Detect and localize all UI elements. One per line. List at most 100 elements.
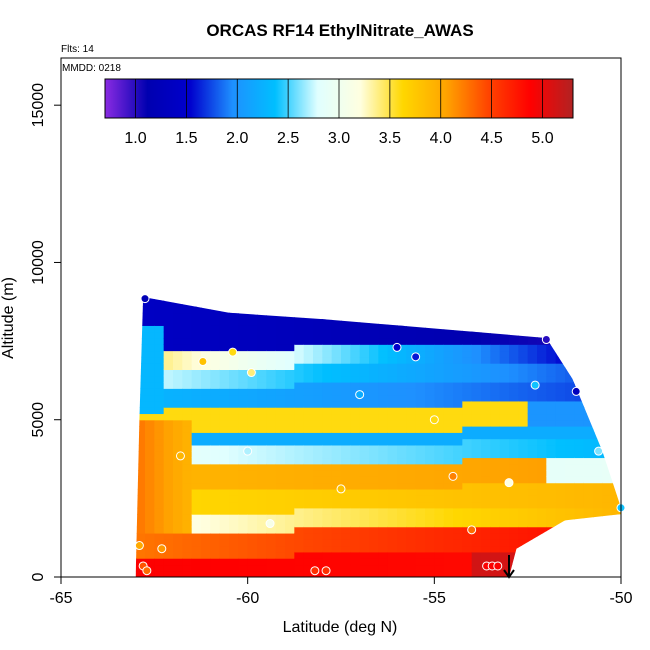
heatmap-cell <box>275 337 286 345</box>
heatmap-cell <box>490 300 501 308</box>
heatmap-cell <box>331 319 342 326</box>
heatmap-cell <box>453 482 463 490</box>
heatmap-cell <box>472 288 482 295</box>
heatmap-cell <box>453 363 463 370</box>
heatmap-cell <box>499 463 510 471</box>
heatmap-cell <box>490 288 500 295</box>
heatmap-cell <box>145 444 155 452</box>
heatmap-cell <box>154 350 165 358</box>
heatmap-cell <box>191 375 202 383</box>
heatmap-cell <box>481 438 491 446</box>
heatmap-cell <box>303 413 314 421</box>
heatmap-cell <box>499 426 510 433</box>
heatmap-cell <box>341 325 351 333</box>
heatmap-cell <box>471 375 482 383</box>
heatmap-cell <box>238 451 249 459</box>
heatmap-cell <box>322 381 333 389</box>
heatmap-cell <box>135 388 146 396</box>
heatmap-cell <box>322 432 333 440</box>
heatmap-cell <box>481 463 491 471</box>
heatmap-cell <box>303 388 314 396</box>
heatmap-cell <box>555 394 566 402</box>
heatmap-cell <box>238 432 249 440</box>
heatmap-cell <box>611 369 621 377</box>
heatmap-cell <box>350 551 361 559</box>
heatmap-cell <box>518 394 529 402</box>
observation-point <box>541 335 551 345</box>
heatmap-cell <box>574 419 585 427</box>
heatmap-cell <box>145 407 155 415</box>
heatmap-cell <box>135 570 146 577</box>
heatmap-cell <box>247 501 258 509</box>
heatmap-cell <box>201 476 211 484</box>
heatmap-cell <box>219 551 230 559</box>
heatmap-cell <box>415 482 426 490</box>
heatmap-cell <box>387 457 398 465</box>
heatmap-cell <box>182 419 193 427</box>
heatmap-cell <box>369 532 379 540</box>
heatmap-cell <box>303 558 314 566</box>
heatmap-cell <box>499 344 510 352</box>
heatmap-cell <box>406 356 417 364</box>
heatmap-cell <box>201 432 211 440</box>
heatmap-cell <box>425 407 435 415</box>
heatmap-cell <box>210 514 221 521</box>
heatmap-cell <box>369 482 379 490</box>
heatmap-cell <box>201 570 211 577</box>
heatmap-cell <box>481 419 491 427</box>
heatmap-cell <box>294 545 305 553</box>
heatmap-cell <box>565 526 575 534</box>
heatmap-cell <box>481 400 491 408</box>
heatmap-cell <box>453 394 463 402</box>
heatmap-cell <box>285 381 295 389</box>
heatmap-cell <box>387 495 398 503</box>
heatmap-cell <box>574 564 585 572</box>
heatmap-cell <box>462 539 473 547</box>
heatmap-cell <box>518 539 529 547</box>
heatmap-cell <box>537 381 547 389</box>
heatmap-cell <box>555 407 566 415</box>
heatmap-cell <box>145 432 155 440</box>
heatmap-cell <box>490 507 501 515</box>
heatmap-cell <box>294 526 305 534</box>
heatmap-cell <box>191 350 202 358</box>
heatmap-cell <box>257 350 267 358</box>
heatmap-cell <box>341 363 351 370</box>
heatmap-cell <box>425 463 435 471</box>
heatmap-cell <box>322 539 333 547</box>
heatmap-cell <box>275 331 286 339</box>
heatmap-cell <box>229 306 239 314</box>
heatmap-cell <box>135 444 146 452</box>
heatmap-cell <box>294 470 305 477</box>
heatmap-cell <box>313 438 323 446</box>
heatmap-cell <box>387 532 398 540</box>
heatmap-cell <box>434 482 445 490</box>
heatmap-cell <box>350 501 361 509</box>
heatmap-cell <box>602 457 613 465</box>
heatmap-cell <box>593 356 603 364</box>
heatmap-cell <box>443 570 454 577</box>
heatmap-cell <box>154 539 165 547</box>
heatmap-cell <box>406 539 417 547</box>
heatmap-cell <box>397 526 407 534</box>
heatmap-cell <box>332 288 342 295</box>
heatmap-cell <box>397 356 407 364</box>
heatmap-cell <box>593 306 603 314</box>
heatmap-cell <box>219 451 230 459</box>
heatmap-cell <box>593 551 603 559</box>
heatmap-cell <box>201 297 211 301</box>
heatmap-cell <box>387 350 398 358</box>
heatmap-cell <box>210 482 221 490</box>
heatmap-cell <box>602 337 613 345</box>
heatmap-cell <box>593 426 603 433</box>
heatmap-cell <box>434 451 445 459</box>
heatmap-cell <box>163 488 174 496</box>
heatmap-cell <box>247 432 258 440</box>
heatmap-cell <box>275 375 286 383</box>
heatmap-cell <box>583 438 594 446</box>
heatmap-cell <box>425 363 435 370</box>
heatmap-cell <box>210 507 221 515</box>
heatmap-cell <box>341 545 351 553</box>
heatmap-cell <box>210 451 221 459</box>
heatmap-cell <box>499 545 510 553</box>
